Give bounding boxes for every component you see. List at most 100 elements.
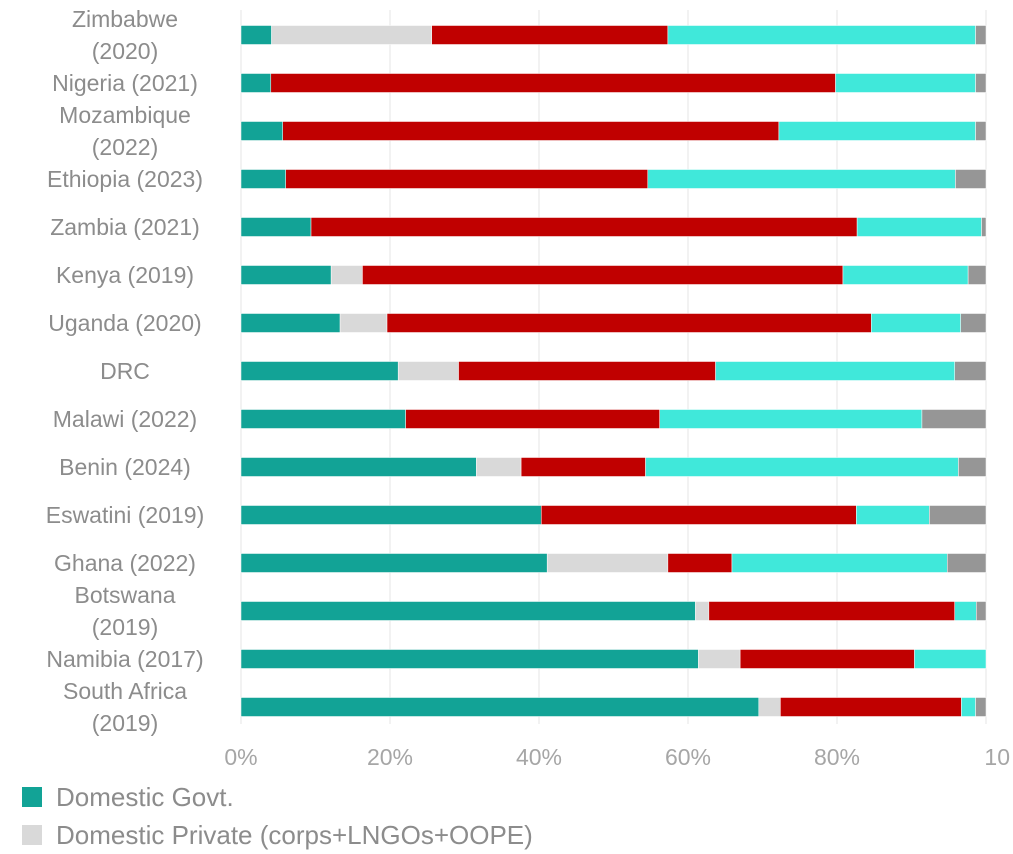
- y-axis-label-line: (2020): [92, 38, 158, 64]
- bar-segment: [929, 505, 987, 525]
- chart-plot: Zimbabwe (2020) Nigeria (2021) Mozambique (2…: [46, 6, 1010, 770]
- bar-segment: [339, 313, 388, 333]
- bar-segment: [240, 265, 332, 285]
- y-axis-label-line: Nigeria (2021): [52, 70, 198, 96]
- y-axis-label-line: DRC: [100, 358, 150, 384]
- x-tick-label: 20%: [367, 744, 413, 770]
- bar-segment: [961, 697, 976, 717]
- bar-segment: [645, 457, 959, 477]
- legend-label-domestic-private: Domestic Private (corps+LNGOs+OOPE): [56, 819, 533, 850]
- bar-segment: [955, 169, 987, 189]
- y-axis-label-line: Ethiopia (2023): [47, 166, 203, 192]
- bar-segment: [546, 553, 669, 573]
- y-axis-label-line: Ghana (2022): [54, 550, 196, 576]
- bar-segment: [520, 457, 646, 477]
- x-tick-label: 40%: [516, 744, 562, 770]
- bar-segment: [731, 553, 948, 573]
- bar-segment: [271, 25, 432, 45]
- bar-segment: [405, 409, 660, 429]
- bar-segment: [780, 697, 962, 717]
- legend-swatch-domestic-govt: [22, 787, 42, 807]
- bar-segment: [282, 121, 780, 141]
- y-axis-label-line: Zambia (2021): [50, 214, 200, 240]
- bar-segment: [975, 697, 987, 717]
- legend-item-domestic-private: Domestic Private (corps+LNGOs+OOPE): [22, 816, 533, 854]
- bar-segment: [947, 553, 987, 573]
- bar-segment: [758, 697, 781, 717]
- y-axis-label-line: South Africa: [63, 678, 187, 704]
- bar-segment: [975, 25, 987, 45]
- bar-segment: [386, 313, 872, 333]
- bar-segment: [981, 217, 987, 237]
- y-axis-label-line: Uganda (2020): [48, 310, 201, 336]
- bar-segment: [458, 361, 716, 381]
- bar-segment: [240, 457, 477, 477]
- y-axis-label-line: Namibia (2017): [46, 646, 203, 672]
- bar-segment: [540, 505, 857, 525]
- y-axis-label: Malawi (2022): [53, 406, 197, 432]
- bar-segment: [954, 601, 977, 621]
- y-axis-label: Ghana (2022): [54, 550, 196, 576]
- y-axis-label: Benin (2024): [59, 454, 191, 480]
- bar-segment: [240, 169, 286, 189]
- bar-segment: [647, 169, 956, 189]
- y-axis-label-line: Kenya (2019): [56, 262, 194, 288]
- bar-segment: [240, 73, 272, 93]
- bar-segment: [842, 265, 969, 285]
- bar-segment: [967, 265, 987, 285]
- bar-segment: [667, 25, 976, 45]
- y-axis-label: Mozambique (2022): [59, 102, 191, 160]
- legend-label-domestic-govt: Domestic Govt.: [56, 781, 234, 812]
- y-axis-label-line: Eswatini (2019): [46, 502, 205, 528]
- y-axis-label: Nigeria (2021): [52, 70, 198, 96]
- bar-segment: [240, 553, 548, 573]
- y-axis-label: Ethiopia (2023): [47, 166, 203, 192]
- bar-segment: [835, 73, 976, 93]
- bar-segment: [960, 313, 987, 333]
- bar-segment: [240, 313, 341, 333]
- bar-segment: [240, 121, 283, 141]
- y-axis-label-line: Malawi (2022): [53, 406, 197, 432]
- y-axis-label: Zambia (2021): [50, 214, 200, 240]
- legend: Domestic Govt. Domestic Private (corps+L…: [22, 778, 533, 854]
- bar-segment: [667, 553, 733, 573]
- y-axis-label: Uganda (2020): [48, 310, 201, 336]
- bar-segment: [958, 457, 987, 477]
- x-tick-label: 0%: [224, 744, 257, 770]
- y-axis-label: DRC: [100, 358, 150, 384]
- y-axis-label-line: Mozambique: [59, 102, 191, 128]
- x-tick-label: 60%: [665, 744, 711, 770]
- bar-segment: [240, 649, 699, 669]
- bar-segment: [778, 121, 976, 141]
- bar-segment: [397, 361, 459, 381]
- y-axis-label-line: Benin (2024): [59, 454, 191, 480]
- bar-segment: [698, 649, 741, 669]
- y-axis-label: Namibia (2017): [46, 646, 203, 672]
- bar-segment: [976, 601, 987, 621]
- bar-segment: [856, 217, 982, 237]
- bar-segment: [975, 121, 987, 141]
- y-axis-label-line: Zimbabwe: [72, 6, 178, 32]
- bar-segment: [240, 25, 272, 45]
- legend-swatch-domestic-private: [22, 825, 42, 845]
- x-tick-label: 80%: [814, 744, 860, 770]
- y-axis-label: Zimbabwe (2020): [72, 6, 178, 64]
- bar-segment: [240, 697, 760, 717]
- bar-segment: [285, 169, 649, 189]
- y-axis-label-line: (2019): [92, 614, 158, 640]
- bar-segment: [476, 457, 522, 477]
- y-axis-label-line: Botswana: [74, 582, 175, 608]
- bar-segment: [240, 505, 542, 525]
- bar-segment: [310, 217, 858, 237]
- y-axis-label: Eswatini (2019): [46, 502, 205, 528]
- bar-segment: [708, 601, 955, 621]
- legend-item-domestic-govt: Domestic Govt.: [22, 778, 533, 816]
- bar-segment: [739, 649, 915, 669]
- bar-segment: [240, 361, 399, 381]
- bar-segment: [270, 73, 836, 93]
- bar-segment: [362, 265, 844, 285]
- bar-segment: [914, 649, 987, 669]
- y-axis-label-line: (2019): [92, 710, 158, 736]
- bar-segment: [954, 361, 987, 381]
